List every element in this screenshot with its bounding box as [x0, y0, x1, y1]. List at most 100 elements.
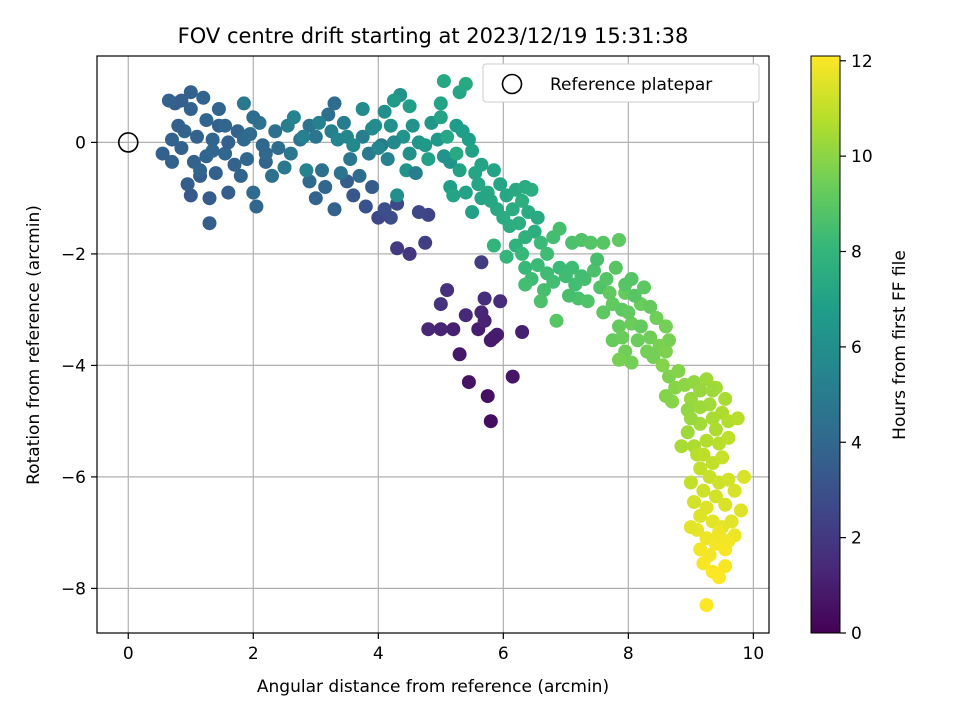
data-point-61: [221, 185, 236, 200]
data-point-52: [283, 146, 298, 161]
data-point-212: [621, 305, 636, 320]
legend-marker-icon: [501, 73, 523, 95]
data-point-232: [624, 272, 639, 286]
data-point-129: [236, 96, 251, 111]
data-point-262: [721, 430, 736, 445]
data-point-10: [493, 294, 508, 309]
data-point-256: [708, 422, 723, 437]
data-point-161: [518, 230, 533, 245]
data-point-88: [155, 146, 170, 161]
data-point-69: [240, 152, 254, 167]
data-point-296: [712, 570, 726, 585]
data-point-11: [477, 291, 492, 306]
data-point-205: [596, 305, 611, 320]
data-point-108: [355, 102, 370, 116]
data-point-183: [440, 129, 455, 144]
data-point-206: [602, 285, 617, 300]
data-point-58: [271, 141, 286, 155]
data-point-167: [540, 246, 555, 261]
data-point-298: [699, 598, 714, 613]
chart-title: FOV centre drift starting at 2023/12/19 …: [178, 24, 689, 48]
data-point-126: [386, 135, 401, 150]
data-point-225: [612, 352, 626, 367]
data-point-286: [733, 503, 748, 518]
data-point-268: [696, 447, 711, 462]
data-point-299: [683, 520, 698, 535]
data-point-258: [680, 425, 695, 440]
data-point-276: [683, 475, 698, 490]
y-tick-label-3: −6: [61, 468, 86, 488]
data-point-75: [165, 132, 179, 147]
data-point-39: [315, 163, 329, 178]
data-point-128: [408, 166, 423, 181]
data-point-260: [699, 433, 714, 448]
colorbar-tick-label-5: 10: [851, 147, 873, 167]
y-axis-label: Rotation from reference (arcmin): [24, 205, 44, 485]
data-point-123: [380, 152, 395, 167]
data-point-191: [533, 294, 548, 309]
data-point-63: [183, 188, 198, 203]
colorbar-tick-label-1: 2: [851, 529, 862, 549]
data-point-263: [658, 389, 673, 404]
data-point-219: [658, 344, 673, 359]
y-tick-label-0: 0: [75, 133, 86, 153]
data-point-96: [205, 143, 220, 158]
data-point-281: [687, 495, 701, 509]
y-axis-ticks: 0 −2 −4 −6 −8: [61, 133, 97, 599]
data-point-140: [474, 157, 489, 172]
data-point-83: [183, 102, 198, 116]
data-point-13: [433, 297, 448, 312]
data-point-302: [693, 542, 708, 557]
data-point-169: [552, 221, 567, 236]
data-point-104: [311, 115, 326, 130]
data-point-94: [171, 118, 186, 133]
data-point-3: [505, 369, 520, 384]
data-point-138: [446, 188, 461, 203]
data-point-154: [505, 202, 520, 217]
legend-box: [482, 63, 760, 103]
data-point-22: [418, 235, 433, 250]
data-point-49: [321, 107, 336, 122]
data-point-37: [302, 174, 317, 189]
data-point-19: [474, 305, 489, 320]
data-point-278: [708, 489, 723, 504]
data-point-184: [449, 146, 464, 161]
data-point-227: [643, 299, 658, 314]
colorbar-tick-label-4: 8: [851, 243, 862, 263]
data-point-166: [533, 235, 548, 250]
data-point-71: [218, 146, 233, 161]
data-point-149: [474, 191, 489, 206]
colorbar: [810, 55, 841, 634]
data-point-264: [674, 439, 689, 454]
data-point-239: [671, 364, 686, 378]
data-point-164: [499, 249, 514, 264]
plot-frame: [96, 55, 770, 634]
data-point-199: [599, 272, 614, 286]
data-point-159: [530, 210, 545, 225]
data-point-116: [418, 138, 433, 153]
data-point-20: [402, 246, 417, 261]
data-point-114: [405, 118, 420, 133]
colorbar-ticks: 0 2 4 6 8 10 12: [840, 52, 873, 644]
data-point-244: [699, 372, 714, 387]
data-point-24: [411, 205, 426, 220]
data-point-233: [627, 288, 642, 303]
data-point-135: [452, 163, 467, 178]
data-point-271: [693, 461, 708, 476]
y-tick-label-4: −8: [61, 579, 86, 599]
data-point-213: [633, 319, 648, 334]
data-point-188: [546, 274, 561, 289]
data-point-111: [383, 118, 398, 133]
data-point-143: [486, 163, 501, 178]
data-point-134: [465, 143, 480, 158]
data-point-12: [440, 283, 455, 298]
colorbar-tick-label-2: 4: [851, 433, 862, 453]
data-point-144: [493, 177, 508, 192]
data-point-55: [246, 185, 261, 200]
data-point-152: [524, 182, 539, 197]
data-point-122: [390, 188, 405, 203]
data-point-90: [183, 85, 198, 100]
x-tick-label-1: 2: [248, 644, 259, 664]
data-point-210: [612, 319, 626, 334]
